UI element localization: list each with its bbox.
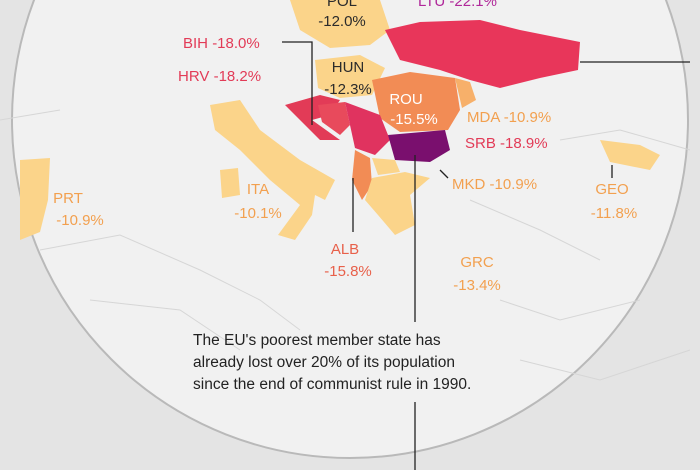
country-change: -18.9% [500, 135, 548, 152]
leader-lines [282, 41, 690, 470]
sardinia [220, 168, 240, 198]
ukraine [385, 20, 580, 88]
magnifier-circle [11, 0, 689, 459]
albania [352, 150, 372, 200]
serbia [345, 102, 390, 155]
country-label: LTU -22.1% [418, 0, 497, 10]
country-label: HRV -18.2% [178, 68, 261, 85]
country-change: -12.0% [318, 13, 366, 30]
country-change: -10.9% [504, 109, 552, 126]
country-code: GEO [595, 181, 628, 198]
country-change: -10.9% [490, 176, 538, 193]
country-label: BIH -18.0% [183, 35, 260, 52]
greece [365, 172, 430, 235]
romania [372, 72, 460, 132]
annotation-line: since the end of communist rule in 1990. [193, 376, 471, 393]
bosnia [318, 102, 350, 135]
country-change: -15.5% [390, 111, 438, 128]
background-borders [0, 109, 691, 381]
country-code: ROU [389, 91, 422, 108]
country-label: SRB -18.9% [465, 135, 548, 152]
country-code: PRT [53, 190, 83, 207]
country-code: SRB [465, 135, 496, 152]
country-label: MKD -10.9% [452, 176, 537, 193]
country-change: -13.4% [453, 277, 501, 294]
country-change: -18.0% [212, 35, 260, 52]
annotation-line: The EU's poorest member state has [193, 332, 441, 349]
georgia [600, 140, 660, 170]
country-code: BIH [183, 35, 208, 52]
country-code: LTU [418, 0, 445, 10]
country-code: HUN [332, 59, 365, 76]
country-change: -22.1% [449, 0, 497, 10]
country-change: -11.8% [591, 205, 637, 222]
hungary [315, 55, 385, 98]
annotation-line: already lost over 20% of its population [193, 354, 455, 371]
country-change: -18.2% [214, 68, 262, 85]
country-change: -10.1% [234, 205, 282, 222]
country-change: -15.8% [324, 263, 372, 280]
country-change: -12.3% [324, 81, 372, 98]
country-code: MKD [452, 176, 486, 193]
country-code: MDA [467, 109, 500, 126]
country-code: ITA [247, 181, 269, 198]
country-code: HRV [178, 68, 209, 85]
bulgaria [388, 130, 450, 162]
poland [290, 0, 390, 48]
italy [210, 100, 335, 240]
country-code: GRC [460, 254, 494, 271]
portugal [20, 158, 50, 240]
moldova [455, 78, 476, 108]
countries [20, 0, 660, 240]
country-code: ALB [331, 241, 359, 258]
north-macedonia [372, 158, 400, 175]
country-code: POL [327, 0, 357, 10]
country-label: MDA -10.9% [467, 109, 551, 126]
country-change: -10.9% [56, 212, 104, 229]
